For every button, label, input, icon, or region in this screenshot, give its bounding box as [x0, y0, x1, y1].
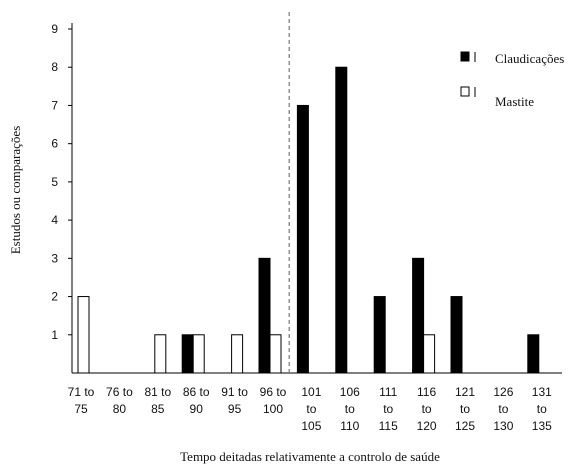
- y-tick-label: 5: [51, 175, 58, 189]
- bar-claudicacoes: [450, 296, 463, 374]
- x-category-label: 96 to: [260, 385, 287, 399]
- y-tick-label: 2: [51, 290, 58, 304]
- bar-claudicacoes: [296, 104, 309, 374]
- x-category-label: 81 to: [144, 385, 171, 399]
- x-category-label: 80: [113, 402, 127, 416]
- x-category-label: to: [422, 402, 432, 416]
- bar-mastite: [269, 334, 282, 374]
- bar-claudicacoes: [181, 334, 194, 374]
- x-category-label: 100: [263, 402, 283, 416]
- y-tick-label: 3: [51, 251, 58, 265]
- x-category-label: to: [460, 402, 470, 416]
- y-tick-label: 6: [51, 137, 58, 151]
- y-tick-label: 7: [51, 98, 58, 112]
- bar-mastite: [77, 296, 90, 374]
- x-axis-label: Tempo deitadas relativamente a controlo …: [180, 449, 440, 464]
- x-category-label: 121: [455, 385, 475, 399]
- bar-claudicacoes: [258, 257, 271, 374]
- x-category-label: to: [345, 402, 355, 416]
- x-category-label: 131: [532, 385, 552, 399]
- y-tick-label: 4: [51, 213, 58, 227]
- x-category-label: 86 to: [183, 385, 210, 399]
- legend-swatch: [460, 86, 470, 97]
- x-category-label: 111: [379, 385, 398, 399]
- x-category-label: 95: [228, 402, 242, 416]
- y-axis-ticks: 1 2 3 4 5 6 7 8 9: [51, 22, 72, 342]
- x-category-label: to: [537, 402, 547, 416]
- x-category-label: 85: [151, 402, 165, 416]
- x-category-label: 130: [493, 419, 513, 433]
- bar-claudicacoes: [373, 296, 386, 374]
- x-category-label: to: [383, 402, 393, 416]
- y-axis-label: Estudos ou comparações: [8, 126, 23, 255]
- y-tick-label: 1: [51, 328, 58, 342]
- x-category-label: to: [498, 402, 508, 416]
- bar-claudicacoes: [335, 66, 348, 374]
- legend: Claudicações Mastite: [460, 51, 564, 109]
- x-category-label: 106: [340, 385, 360, 399]
- y-tick-label: 8: [51, 60, 58, 74]
- x-category-label: 110: [340, 419, 359, 433]
- bar-mastite: [231, 334, 244, 374]
- y-tick-label: 9: [51, 22, 58, 36]
- x-category-label: 116: [417, 385, 436, 399]
- legend-label: Mastite: [495, 94, 534, 109]
- x-category-label: 126: [493, 385, 513, 399]
- x-category-label: 135: [532, 419, 552, 433]
- x-category-label: to: [306, 402, 316, 416]
- x-category-label: 91 to: [221, 385, 248, 399]
- x-category-label: 101: [301, 385, 321, 399]
- bar-claudicacoes: [412, 257, 425, 374]
- legend-swatch: [460, 51, 470, 62]
- x-category-label: 120: [417, 419, 437, 433]
- legend-label: Claudicações: [495, 51, 564, 66]
- bars: [77, 66, 540, 374]
- x-axis-categories: 71 to 75 76 to 80 81 to 85 86 to 90 91 to 95 96 to…: [68, 385, 552, 433]
- bar-mastite: [192, 334, 205, 374]
- bar-mastite: [423, 334, 436, 374]
- x-category-label: 125: [455, 419, 475, 433]
- axes: [71, 12, 562, 374]
- x-category-label: 105: [301, 419, 321, 433]
- x-category-label: 90: [190, 402, 204, 416]
- x-category-label: 71 to: [68, 385, 95, 399]
- x-category-label: 75: [74, 402, 88, 416]
- x-category-label: 76 to: [106, 385, 133, 399]
- bar-mastite: [154, 334, 167, 374]
- bar-claudicacoes: [527, 334, 540, 374]
- x-category-label: 115: [379, 419, 398, 433]
